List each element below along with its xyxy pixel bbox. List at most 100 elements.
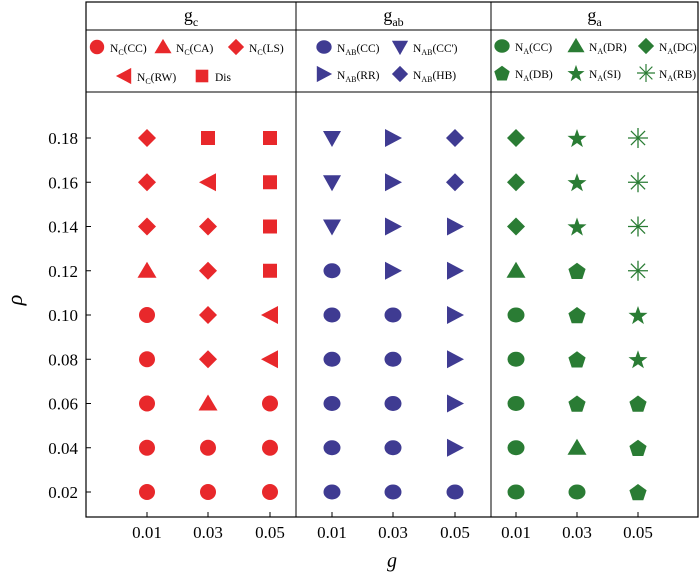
legend-label-NAB_HB: NAB(HB) — [413, 70, 456, 84]
x-tick-label: 0.01 — [132, 523, 162, 542]
point-NA_RB-rho-0.14-g-0.05 — [628, 216, 648, 237]
point-NAB_RR-rho-0.04-g-0.05 — [447, 438, 464, 457]
legend-marker-NC_RW — [115, 67, 132, 85]
x-tick-label: 0.05 — [255, 523, 285, 542]
point-NC_CA-rho-0.12-g-0.01 — [137, 261, 157, 278]
x-tick-label: 0.05 — [440, 523, 470, 542]
point-NC_CC-rho-0.04-g-0.01 — [139, 439, 155, 456]
y-tick-label: 0.12 — [48, 262, 78, 281]
point-NA_DB-rho-0.02-g-0.05 — [629, 484, 647, 501]
panel-header-3: ga — [587, 5, 602, 29]
legend-label-NA_DR: NA(DR) — [589, 42, 627, 56]
point-NC_CC-rho-0.06-g-0.01 — [139, 395, 155, 412]
legend-label-Dis: Dis — [215, 72, 232, 84]
x-tick-label: 0.01 — [317, 523, 347, 542]
point-NA_CC-rho-0.04-g-0.01 — [507, 440, 525, 456]
y-tick-label: 0.14 — [48, 218, 78, 237]
legend-marker-NAB_CC — [316, 40, 332, 54]
y-tick-label: 0.04 — [48, 439, 78, 458]
y-tick-label: 0.08 — [48, 350, 78, 369]
legend-label-NAB_CC: NAB(CC) — [337, 43, 380, 57]
point-NA_DR-rho-0.12-g-0.01 — [506, 261, 526, 278]
point-NC_CC-rho-0.04-g-0.05 — [262, 439, 278, 456]
point-NAB_HB-rho-0.16-g-0.05 — [446, 173, 464, 192]
axis-labels: gρ — [2, 295, 397, 572]
x-axis-label: g — [387, 550, 397, 572]
point-NA_DB-rho-0.04-g-0.05 — [629, 439, 647, 456]
point-NC_CC-rho-0.02-g-0.03 — [200, 484, 216, 500]
point-NC_RW-rho-0.16-g-0.03 — [199, 173, 216, 192]
x-tick-label: 0.03 — [562, 523, 592, 542]
legend-label-NC_LS: NC(LS) — [249, 43, 284, 57]
panel-header-1: gc — [184, 5, 198, 29]
legend-marker-NC_LS — [227, 38, 245, 56]
legend-marker-NAB_CCp — [391, 40, 409, 56]
point-NC_LS-rho-0.12-g-0.03 — [199, 261, 217, 280]
point-NC_RW-rho-0.08-g-0.05 — [261, 350, 278, 369]
point-NA_CC-rho-0.02-g-0.01 — [507, 484, 525, 500]
point-NC_CC-rho-0.02-g-0.05 — [262, 484, 278, 500]
legend-marker-Dis — [195, 69, 209, 83]
point-Dis-rho-0.18-g-0.03 — [201, 131, 215, 145]
legend-label-NAB_RR: NAB(RR) — [337, 70, 380, 84]
point-NA_DC-rho-0.18-g-0.01 — [507, 129, 525, 147]
point-NAB_CC-rho-0.04-g-0.01 — [323, 440, 341, 456]
point-NA_RB-rho-0.16-g-0.05 — [628, 172, 648, 193]
legend-marker-NA_CC — [494, 39, 510, 53]
point-NAB_CC-rho-0.06-g-0.03 — [384, 396, 402, 411]
legend-label-NA_DB: NA(DB) — [515, 69, 553, 83]
panel-headers: gc gab ga — [184, 5, 603, 29]
legend-label-NA_RB: NA(RB) — [659, 69, 696, 83]
point-NC_CC-rho-0.08-g-0.01 — [139, 351, 155, 368]
point-NAB_CC-rho-0.04-g-0.03 — [384, 440, 402, 456]
point-NA_SI-rho-0.1-g-0.05 — [628, 306, 648, 325]
legend-marker-NAB_HB — [391, 65, 409, 83]
legend-marker-NA_DB — [494, 65, 510, 81]
point-NA_SI-rho-0.18-g-0.03 — [567, 129, 587, 148]
point-NC_LS-rho-0.18-g-0.01 — [138, 129, 156, 147]
point-NAB_CC-rho-0.1-g-0.01 — [323, 307, 341, 323]
y-tick-label: 0.18 — [48, 129, 78, 148]
data-marks — [137, 128, 648, 501]
point-NAB_CC-rho-0.02-g-0.03 — [384, 484, 402, 500]
tick-labels: 0.18 0.16 0.14 0.12 0.10 0.08 0.06 0.04 0.02 0.01… — [48, 129, 653, 542]
point-NC_LS-rho-0.14-g-0.03 — [199, 217, 217, 236]
point-NAB_CCp-rho-0.14-g-0.01 — [323, 219, 341, 236]
point-NA_CC-rho-0.08-g-0.01 — [507, 351, 525, 367]
point-NA_CC-rho-0.02-g-0.03 — [568, 484, 586, 500]
point-Dis-rho-0.12-g-0.05 — [263, 263, 277, 278]
y-tick-label: 0.06 — [48, 395, 78, 414]
point-NA_SI-rho-0.08-g-0.05 — [628, 350, 648, 369]
point-NA_DC-rho-0.16-g-0.01 — [507, 173, 525, 192]
point-NAB_RR-rho-0.06-g-0.05 — [447, 394, 464, 413]
legend-marker-NC_CA — [154, 38, 172, 54]
y-axis-label: ρ — [2, 295, 27, 307]
legend-marker-NA_DC — [637, 37, 655, 55]
point-NC_CC-rho-0.1-g-0.01 — [139, 307, 155, 323]
point-NA_RB-rho-0.18-g-0.05 — [628, 128, 648, 148]
point-NA_CC-rho-0.1-g-0.01 — [507, 307, 525, 323]
point-NC_CC-rho-0.04-g-0.03 — [200, 439, 216, 456]
legend-label-NC_CC: NC(CC) — [110, 43, 147, 57]
point-NAB_CCp-rho-0.18-g-0.01 — [323, 131, 341, 147]
point-NAB_CC-rho-0.02-g-0.01 — [323, 484, 341, 500]
y-tick-label: 0.16 — [48, 173, 78, 192]
point-NC_LS-rho-0.1-g-0.03 — [199, 306, 217, 324]
point-NA_SI-rho-0.16-g-0.03 — [567, 173, 587, 192]
point-NAB_RR-rho-0.14-g-0.05 — [447, 217, 464, 236]
point-NAB_RR-rho-0.12-g-0.05 — [447, 261, 464, 280]
legend-label-NA_DC: NA(DC) — [659, 42, 697, 56]
x-tick-label: 0.01 — [501, 523, 531, 542]
point-NC_CC-rho-0.06-g-0.05 — [262, 395, 278, 412]
point-NC_LS-rho-0.16-g-0.01 — [138, 173, 156, 192]
y-tick-label: 0.02 — [48, 483, 78, 502]
point-NAB_CC-rho-0.08-g-0.01 — [323, 351, 341, 367]
point-NA_CC-rho-0.06-g-0.01 — [507, 396, 525, 411]
point-NC_LS-rho-0.08-g-0.03 — [199, 350, 217, 369]
point-NAB_RR-rho-0.12-g-0.03 — [385, 261, 402, 280]
legend-label-NA_CC: NA(CC) — [515, 42, 552, 56]
legend-marker-NA_SI — [567, 64, 585, 82]
point-NAB_RR-rho-0.14-g-0.03 — [385, 217, 402, 236]
point-NA_DB-rho-0.06-g-0.05 — [629, 395, 647, 412]
